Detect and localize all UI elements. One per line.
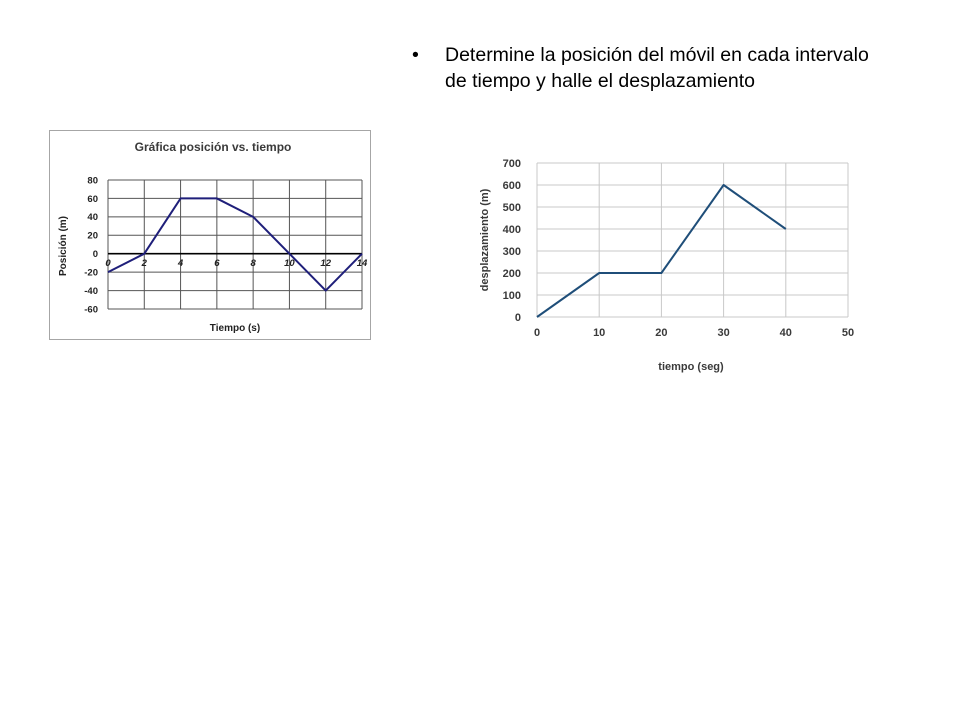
y-tick-label: 60 <box>87 194 98 205</box>
x-tick-label: 6 <box>214 258 220 269</box>
x-tick-label: 10 <box>593 327 605 339</box>
y-tick-label: 0 <box>93 249 98 260</box>
y-tick-label: -40 <box>84 286 98 297</box>
y-tick-label: 300 <box>503 246 521 258</box>
x-tick-label: 14 <box>357 258 368 269</box>
x-tick-label: 30 <box>717 327 729 339</box>
y-tick-label: 500 <box>503 202 521 214</box>
y-tick-label: 200 <box>503 268 521 280</box>
y-tick-label: 40 <box>87 212 98 223</box>
x-tick-label: 0 <box>534 327 540 339</box>
x-tick-labels: 0 2 4 6 8 10 12 14 <box>105 258 368 269</box>
x-tick-label: 50 <box>842 327 854 339</box>
y-tick-label: 600 <box>503 180 521 192</box>
y-axis-label: Posición (m) <box>58 216 69 276</box>
x-axis-label: Tiempo (s) <box>210 323 260 334</box>
y-tick-label: 700 <box>503 158 521 170</box>
x-tick-label: 4 <box>177 258 184 269</box>
instruction-item: Determine la posición del móvil en cada … <box>412 42 882 94</box>
y-axis-label: desplazamiento (m) <box>479 188 491 291</box>
y-tick-label: -20 <box>84 267 98 278</box>
y-tick-label: 400 <box>503 224 521 236</box>
x-tick-labels: 0 10 20 30 40 50 <box>534 327 854 339</box>
instruction-list: Determine la posición del móvil en cada … <box>412 42 882 94</box>
chart-grid <box>107 179 363 310</box>
x-tick-label: 2 <box>141 258 148 269</box>
x-tick-label: 20 <box>655 327 667 339</box>
x-axis-label: tiempo (seg) <box>658 361 724 373</box>
position-time-chart-frame: Gráfica posición vs. tiempo 80 60 40 20 0 -20… <box>49 130 371 340</box>
x-tick-label: 0 <box>105 258 111 269</box>
chart-series <box>536 184 787 318</box>
y-tick-labels: 80 60 40 20 0 -20 -40 -60 <box>84 175 98 315</box>
y-tick-label: 80 <box>87 175 98 186</box>
x-tick-label: 12 <box>320 258 331 269</box>
chart-series <box>107 197 363 292</box>
y-tick-label: -60 <box>84 304 98 315</box>
chart-title: Gráfica posición vs. tiempo <box>135 140 292 154</box>
series-line <box>107 197 363 292</box>
y-tick-label: 20 <box>87 231 98 242</box>
y-tick-label: 100 <box>503 290 521 302</box>
y-tick-label: 0 <box>515 312 521 324</box>
y-tick-labels: 0 100 200 300 400 500 600 700 <box>503 158 521 324</box>
displacement-time-chart: 0 100 200 300 400 500 600 700 0 10 20 30 40 50 despl… <box>479 158 854 373</box>
x-tick-label: 10 <box>284 258 295 269</box>
position-time-chart: Gráfica posición vs. tiempo 806040200-20… <box>58 140 368 334</box>
chart-grid <box>536 162 849 318</box>
series-line <box>536 184 787 318</box>
x-tick-label: 8 <box>250 258 256 269</box>
x-tick-label: 40 <box>780 327 792 339</box>
